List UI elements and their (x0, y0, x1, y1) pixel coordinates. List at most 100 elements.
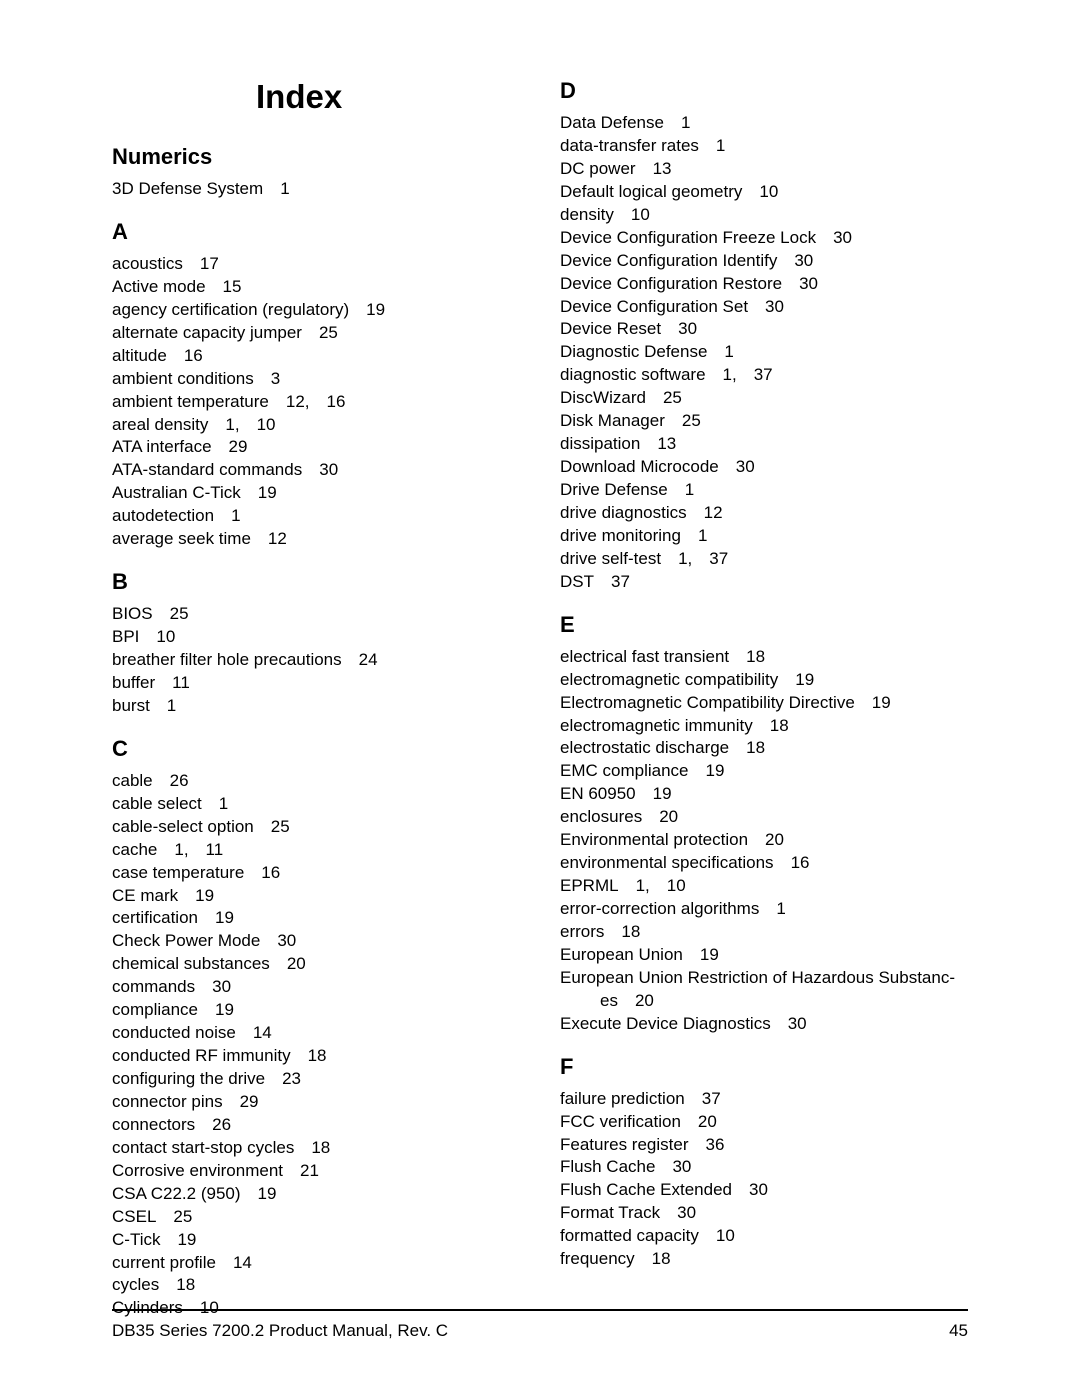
entry-pages: 23 (282, 1069, 301, 1088)
entry-term: alternate capacity jumper (112, 323, 319, 342)
entry-pages: 1, 37 (723, 365, 773, 384)
entry-pages: 1 (280, 179, 289, 198)
entries-block: electrical fast transient 18 electromagne… (560, 646, 968, 1036)
index-entry: EN 60950 19 (560, 783, 968, 806)
index-entry: Corrosive environment 21 (112, 1160, 520, 1183)
entry-pages: 19 (653, 784, 672, 803)
index-entry: Default logical geometry 10 (560, 181, 968, 204)
entry-pages: 19 (195, 886, 214, 905)
entry-pages: 29 (229, 437, 248, 456)
index-entry: connectors 26 (112, 1114, 520, 1137)
section-heading: F (560, 1054, 968, 1080)
entry-pages: 18 (308, 1046, 327, 1065)
footer-rule (112, 1309, 968, 1311)
entry-pages: 18 (746, 738, 765, 757)
entry-pages: 30 (833, 228, 852, 247)
entry-pages: 30 (736, 457, 755, 476)
index-entry: Features register 36 (560, 1134, 968, 1157)
index-entry-continuation: es 20 (560, 990, 968, 1013)
entry-pages: 1 (681, 113, 690, 132)
entry-term: cable (112, 771, 170, 790)
entry-term: European Union (560, 945, 700, 964)
index-entry: Data Defense 1 (560, 112, 968, 135)
index-entry: configuring the drive 23 (112, 1068, 520, 1091)
entry-pages: 12 (268, 529, 287, 548)
entry-term: Disk Manager (560, 411, 682, 430)
index-entry: drive monitoring 1 (560, 525, 968, 548)
index-entry: Device Configuration Restore 30 (560, 273, 968, 296)
entry-pages: 30 (799, 274, 818, 293)
entry-pages: 26 (170, 771, 189, 790)
entry-pages: 30 (749, 1180, 768, 1199)
entry-term: ambient conditions (112, 369, 271, 388)
entry-pages: 1, 37 (678, 549, 728, 568)
entry-term: drive self-test (560, 549, 678, 568)
entry-term: conducted RF immunity (112, 1046, 308, 1065)
page-footer: DB35 Series 7200.2 Product Manual, Rev. … (112, 1309, 968, 1341)
entry-term: FCC verification (560, 1112, 698, 1131)
entry-term: C-Tick (112, 1230, 177, 1249)
entry-pages: 30 (212, 977, 231, 996)
index-entry: failure prediction 37 (560, 1088, 968, 1111)
index-entry: altitude 16 (112, 345, 520, 368)
index-entry: frequency 18 (560, 1248, 968, 1271)
index-entry: density 10 (560, 204, 968, 227)
index-entry: Download Microcode 30 (560, 456, 968, 479)
entry-term: Environmental protection (560, 830, 765, 849)
entry-term: configuring the drive (112, 1069, 282, 1088)
entry-term: Corrosive environment (112, 1161, 300, 1180)
index-entry: DC power 13 (560, 158, 968, 181)
entry-term: Diagnostic Defense (560, 342, 724, 361)
index-entry: electromagnetic compatibility 19 (560, 669, 968, 692)
entry-term: Device Configuration Identify (560, 251, 794, 270)
entry-term: ATA-standard commands (112, 460, 319, 479)
entry-pages: 19 (258, 483, 277, 502)
entry-pages: 18 (311, 1138, 330, 1157)
entry-pages: 1 (219, 794, 228, 813)
entry-term: cycles (112, 1275, 176, 1294)
entry-term: Format Track (560, 1203, 677, 1222)
entry-pages: 30 (677, 1203, 696, 1222)
entry-term: electrical fast transient (560, 647, 746, 666)
entry-pages: 37 (702, 1089, 721, 1108)
entries-block: Data Defense 1data-transfer rates 1DC po… (560, 112, 968, 594)
entry-pages: 30 (678, 319, 697, 338)
index-entry: C-Tick 19 (112, 1229, 520, 1252)
index-entry: Active mode 15 (112, 276, 520, 299)
index-entry: case temperature 16 (112, 862, 520, 885)
entry-pages: 3 (271, 369, 280, 388)
entry-pages: 1 (724, 342, 733, 361)
entry-term: DST (560, 572, 611, 591)
entry-term: CE mark (112, 886, 195, 905)
entry-pages: 1 (698, 526, 707, 545)
index-entry: Device Configuration Identify 30 (560, 250, 968, 273)
index-entry: cable 26 (112, 770, 520, 793)
index-entry: European Union 19 (560, 944, 968, 967)
entry-term: current profile (112, 1253, 233, 1272)
entry-pages: 18 (652, 1249, 671, 1268)
index-entry: DST 37 (560, 571, 968, 594)
index-entry: Flush Cache 30 (560, 1156, 968, 1179)
entry-term: connectors (112, 1115, 212, 1134)
entry-pages: 21 (300, 1161, 319, 1180)
entry-term: cable-select option (112, 817, 271, 836)
index-entry: dissipation 13 (560, 433, 968, 456)
index-entry: enclosures 20 (560, 806, 968, 829)
index-entry: buffer 11 (112, 672, 520, 695)
entries-block: failure prediction 37FCC verification 20… (560, 1088, 968, 1272)
entry-term: EN 60950 (560, 784, 653, 803)
entry-term: Device Configuration Set (560, 297, 765, 316)
entry-pages: 10 (156, 627, 175, 646)
entry-pages: 25 (271, 817, 290, 836)
entry-term: electromagnetic immunity (560, 716, 770, 735)
entry-term: commands (112, 977, 212, 996)
entry-pages: 12, 16 (286, 392, 346, 411)
section-heading: E (560, 612, 968, 638)
entry-pages: 15 (223, 277, 242, 296)
entry-pages: 1 (776, 899, 785, 918)
index-entry: EPRML 1, 10 (560, 875, 968, 898)
entry-term: chemical substances (112, 954, 287, 973)
entry-term: EPRML (560, 876, 636, 895)
entry-pages: 20 (765, 830, 784, 849)
entry-term: Device Reset (560, 319, 678, 338)
